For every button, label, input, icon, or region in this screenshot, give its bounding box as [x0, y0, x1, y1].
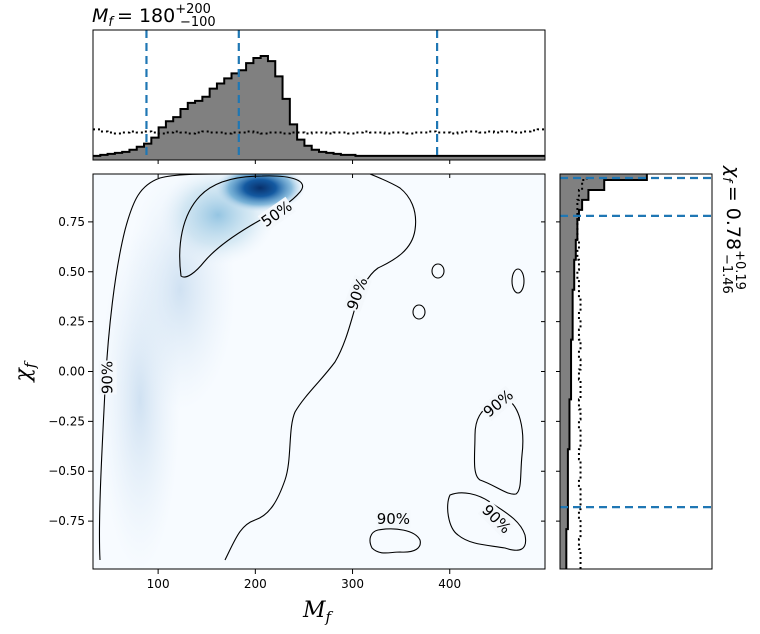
top-marginal-ticks	[157, 160, 451, 164]
contour-label-bg	[98, 360, 117, 395]
prior-step	[576, 174, 588, 569]
density-peak	[215, 174, 306, 212]
y-axis-title: χf	[11, 360, 39, 383]
posterior-fill	[560, 174, 647, 569]
contour-90-right-2	[447, 492, 527, 551]
x-tick-label: 300	[341, 577, 364, 591]
contour-label-bg	[376, 510, 411, 529]
contour-labels: 50%90%90%90%90% 90%	[98, 196, 518, 538]
contour-90-right-1	[473, 397, 524, 495]
top-marginal-title: Mf = 180+200 −100	[92, 2, 216, 30]
right-marginal-ticks	[556, 221, 560, 522]
main-x-axis: 100 200 300 400	[147, 174, 461, 591]
x-axis-title: Mf	[302, 598, 334, 626]
contour-label-bg	[478, 500, 515, 538]
contour-label-bg	[343, 274, 372, 313]
right-hist-bars	[560, 174, 712, 569]
contour-90-bottom	[369, 528, 421, 554]
y-tick-label: 0.25	[58, 315, 85, 329]
y-tick-label: −0.50	[48, 464, 85, 478]
top-marginal-frame	[92, 29, 546, 161]
y-tick-label: 0.75	[58, 215, 85, 229]
top-marginal-histogram	[93, 30, 545, 160]
contour-label: 90%	[377, 510, 410, 528]
contours	[98, 174, 527, 561]
contour-90-island-2	[412, 304, 426, 320]
contour-label: 90%	[99, 361, 117, 394]
density-layer	[100, 174, 306, 569]
y-tick-label: 0.50	[58, 265, 85, 279]
main-y-axis: −0.75 −0.50 −0.25 0.00 0.25 0.50 0.75	[48, 215, 545, 528]
contour-90-island-1	[431, 263, 445, 279]
x-tick-label: 200	[244, 577, 267, 591]
top-marginal-panel: Mf = 180+200 −100	[92, 2, 546, 164]
y-tick-label: −0.25	[48, 414, 85, 428]
x-tick-label: 400	[438, 577, 461, 591]
right-marginal-background	[560, 174, 712, 569]
contour-90-outer	[98, 174, 417, 561]
y-tick-label: 0.00	[58, 365, 85, 379]
posterior-fill	[93, 56, 545, 160]
x-tick-label: 100	[147, 577, 170, 591]
y-tick-label: −0.75	[48, 514, 85, 528]
contour-90-island-3	[511, 268, 525, 294]
main-panel: 50%90%90%90%90% 90% 100 200 300 400 −0.75−0.…	[11, 173, 546, 626]
prior-step	[93, 128, 545, 135]
right-marginal-panel: χf= 0.78+0.19−1.46	[556, 165, 747, 570]
right-marginal-histogram	[560, 174, 712, 569]
contour-50	[179, 175, 304, 278]
right-marginal-title: χf= 0.78+0.19−1.46	[719, 165, 747, 294]
posterior-step	[93, 55, 545, 157]
top-hist-bars	[93, 30, 545, 160]
contour-label-bg	[479, 385, 518, 422]
contour-label-bg	[257, 196, 296, 232]
